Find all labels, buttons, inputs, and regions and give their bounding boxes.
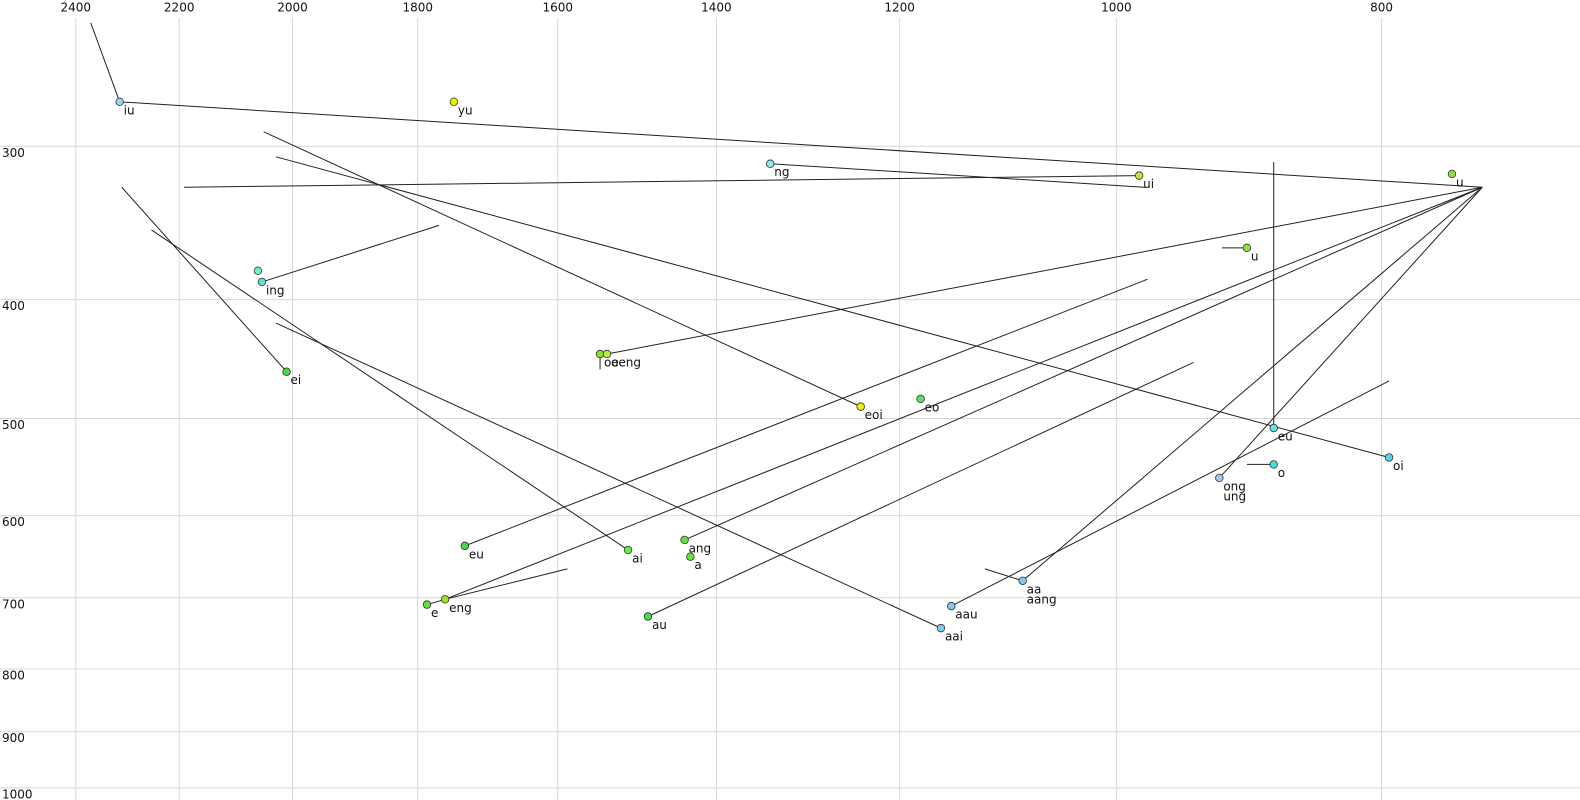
vowel-point xyxy=(422,600,432,609)
vowel-point xyxy=(766,159,775,168)
vowel-label: ai xyxy=(632,552,643,566)
vowel-label: aau xyxy=(955,608,977,622)
vowel-label: ei xyxy=(291,373,302,387)
trajectory xyxy=(121,186,287,373)
trajectory xyxy=(1022,186,1483,582)
vowel-point xyxy=(1269,423,1278,433)
trajectory xyxy=(444,186,1483,600)
x-tick-label: 1800 xyxy=(402,1,433,15)
vowel-label: aang xyxy=(1027,592,1057,606)
x-tick-label: 2200 xyxy=(164,1,195,15)
vowel-label: eng xyxy=(449,601,472,615)
trajectory xyxy=(647,361,1194,617)
vowel-label: u xyxy=(1251,249,1259,263)
vowel-point xyxy=(1242,243,1252,253)
vowel-label: oe xyxy=(604,355,619,369)
vowel-point xyxy=(1215,473,1224,483)
trajectory xyxy=(119,101,1483,188)
vowel-point xyxy=(282,367,291,376)
vowel-label: oi xyxy=(1393,459,1404,473)
y-tick-label: 500 xyxy=(2,418,25,432)
trajectory xyxy=(951,380,1390,607)
vowel-point xyxy=(440,595,450,604)
vowel-point xyxy=(947,601,956,611)
vowel-label: ong xyxy=(1223,479,1246,493)
vowel-label: eoi xyxy=(865,408,883,422)
y-tick-label: 800 xyxy=(2,668,25,682)
vowel-label: u xyxy=(1456,175,1464,189)
vowel-point xyxy=(1384,453,1394,462)
vowel-label: ui xyxy=(1143,177,1154,191)
vowel-label: yu xyxy=(458,103,473,117)
trajectory xyxy=(984,568,1023,582)
y-tick-label: 300 xyxy=(2,146,25,160)
trajectory xyxy=(464,278,1148,547)
x-tick-label: 2000 xyxy=(277,1,308,15)
vowel-point xyxy=(595,349,605,359)
y-tick-label: 400 xyxy=(2,299,25,313)
vowel-point xyxy=(623,545,633,555)
vowel-label: oeng xyxy=(611,355,641,369)
vowel-point xyxy=(686,552,695,561)
vowel-point xyxy=(602,349,612,359)
trajectory xyxy=(770,163,1146,188)
vowel-point xyxy=(257,277,267,287)
vowel-point xyxy=(115,97,124,107)
trajectory xyxy=(606,186,1483,355)
y-tick-label: 1000 xyxy=(2,787,33,800)
vowel-label: aa xyxy=(1027,582,1042,596)
x-tick-label: 800 xyxy=(1370,1,1393,15)
y-tick-label: 900 xyxy=(2,731,25,745)
vowel-label: eu xyxy=(1278,429,1293,443)
vowel-label: a xyxy=(694,558,701,572)
vowel-label: ung xyxy=(1223,489,1246,503)
vowel-point xyxy=(936,623,946,633)
vowel-point xyxy=(449,97,459,107)
vowel-label: eu xyxy=(469,547,484,561)
vowel-label: eo xyxy=(925,400,940,414)
vowel-label: aai xyxy=(945,630,963,644)
y-tick-label: 700 xyxy=(2,597,25,611)
trajectory xyxy=(275,156,1390,459)
vowel-label: ang xyxy=(689,541,712,555)
x-tick-label: 1000 xyxy=(1101,1,1132,15)
y-tick-label: 600 xyxy=(2,515,25,529)
vowel-label: ing xyxy=(266,283,285,297)
x-tick-label: 1400 xyxy=(701,1,732,15)
vowel-label: e xyxy=(431,606,438,620)
trajectory xyxy=(151,229,629,551)
trajectory xyxy=(263,131,861,408)
vowel-point xyxy=(916,394,925,404)
vowel-label: iu xyxy=(124,103,135,117)
trajectory xyxy=(275,322,942,629)
vowel-label: au xyxy=(652,618,667,632)
vowel-point xyxy=(460,541,470,551)
vowel-point xyxy=(856,402,865,411)
trajectory xyxy=(444,568,568,600)
vowel-point xyxy=(1269,460,1278,469)
trajectory xyxy=(684,186,1483,541)
vowel-point xyxy=(680,535,689,545)
vowel-point xyxy=(1134,171,1144,180)
vowel-point xyxy=(1018,576,1027,585)
vowel-point xyxy=(1447,169,1457,179)
trajectory xyxy=(184,175,1140,188)
vowel-point xyxy=(253,266,263,276)
x-tick-label: 1200 xyxy=(884,1,915,15)
x-tick-label: 1600 xyxy=(542,1,573,15)
x-tick-label: 2400 xyxy=(61,1,92,15)
vowel-label: o xyxy=(1278,466,1285,480)
trajectory xyxy=(261,224,440,283)
vowel-point xyxy=(643,612,653,621)
trajectory xyxy=(1218,186,1483,479)
trajectory xyxy=(90,22,121,102)
vowel-label: ng xyxy=(774,165,789,179)
